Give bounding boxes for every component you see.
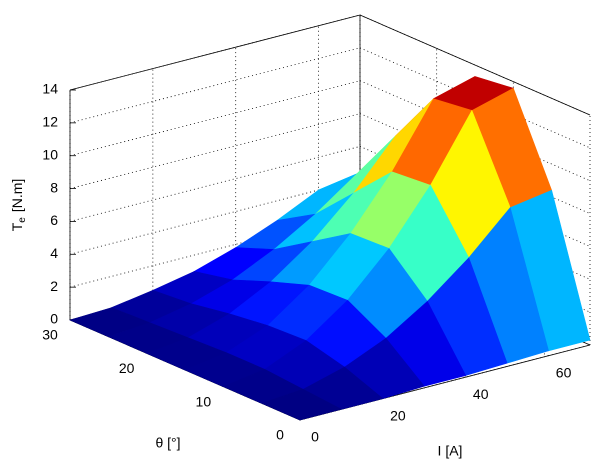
z-label-sub: e xyxy=(17,217,28,223)
z-label-main: T xyxy=(9,222,25,231)
z-tick-label: 4 xyxy=(50,245,58,261)
z-label-unit: [N.m] xyxy=(9,179,25,212)
y-tick-label: 20 xyxy=(119,360,135,376)
y-tick-label: 30 xyxy=(42,327,58,343)
surface xyxy=(69,76,591,421)
grid-line xyxy=(359,80,591,182)
x-tick-label: 0 xyxy=(311,429,319,445)
x-tick-label: 60 xyxy=(556,364,572,380)
grid-line xyxy=(359,47,591,149)
x-axis-label: I [A] xyxy=(438,443,463,459)
z-tick-label: 10 xyxy=(42,146,58,162)
y-axis-label: θ [°] xyxy=(155,435,180,451)
z-tick-label: 2 xyxy=(50,278,58,294)
y-tick-label: 0 xyxy=(276,427,284,443)
z-axis-label: Te [N.m] xyxy=(9,179,28,232)
y-tick-label: 10 xyxy=(196,393,212,409)
grid-line xyxy=(359,14,591,116)
z-tick-label: 14 xyxy=(42,81,58,97)
z-tick-label: 0 xyxy=(50,311,58,327)
box-edge xyxy=(69,14,361,91)
labels: I [A] θ [°] Te [N.m] xyxy=(9,179,463,459)
z-tick-label: 8 xyxy=(50,179,58,195)
z-tick-label: 12 xyxy=(42,114,58,130)
z-tick-label: 6 xyxy=(50,212,58,228)
x-tick-label: 20 xyxy=(390,407,406,423)
x-tick-label: 40 xyxy=(473,386,489,402)
surface-patch xyxy=(260,389,343,421)
